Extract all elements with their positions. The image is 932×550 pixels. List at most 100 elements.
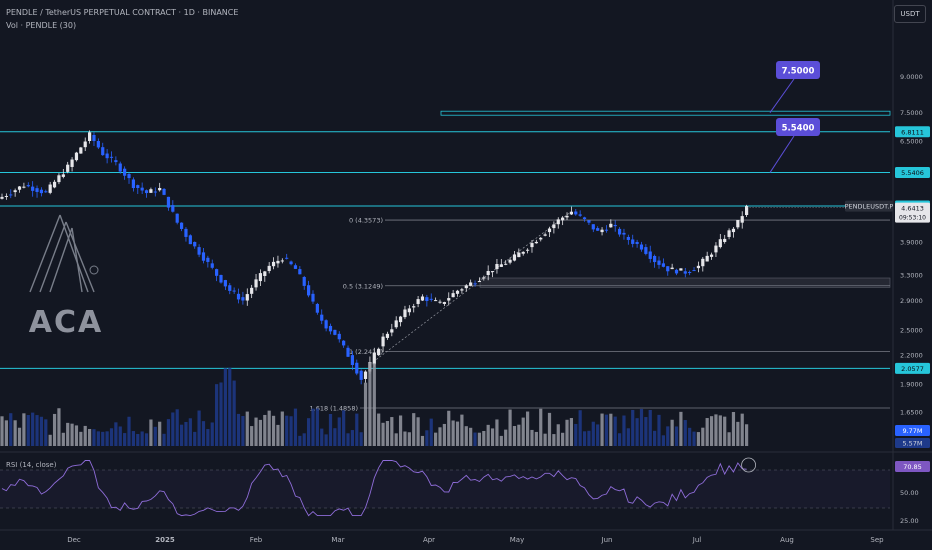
price-callout-box[interactable] <box>776 61 820 79</box>
volume-bar <box>232 380 236 446</box>
chart-title: PENDLE / TetherUS PERPETUAL CONTRACT · 1… <box>6 8 239 17</box>
candle-body <box>736 220 740 228</box>
candle-body <box>166 196 171 208</box>
currency-button[interactable]: USDT <box>894 5 926 23</box>
volume-bar <box>482 430 486 446</box>
volume-bar <box>96 431 100 446</box>
volume-bar <box>118 426 122 446</box>
volume-bar <box>473 432 477 446</box>
volume-bar <box>648 409 652 446</box>
volume-bar <box>561 432 565 446</box>
volume-bar <box>359 432 363 446</box>
candle-body <box>26 185 30 187</box>
candle-body <box>705 255 709 262</box>
candle-body <box>582 217 587 220</box>
candle-body <box>731 228 736 233</box>
volume-bar <box>267 410 271 446</box>
support-zone <box>479 277 891 288</box>
candle-body <box>179 222 184 229</box>
volume-bar <box>425 430 429 446</box>
volume-bar <box>499 435 503 446</box>
candle-body <box>604 229 609 231</box>
candle-body <box>44 191 48 193</box>
candle-body <box>578 214 582 216</box>
volume-bar <box>289 416 293 446</box>
candle-body <box>363 371 368 379</box>
logo-degree-mark <box>89 265 99 275</box>
volume-bar <box>276 424 280 446</box>
current-price-label: 4.6413 <box>901 205 924 213</box>
time-axis-label: Sep <box>870 536 884 544</box>
candle-body <box>596 228 600 231</box>
volume-bar <box>324 434 328 446</box>
candle-body <box>508 259 512 263</box>
candle-body <box>591 224 595 230</box>
candle-body <box>644 247 648 254</box>
rsi-value-badge <box>895 461 930 472</box>
volume-bar <box>661 435 665 446</box>
candle-body <box>407 308 411 313</box>
volume-bar <box>705 418 709 446</box>
candle-body <box>635 241 639 244</box>
candle-body <box>118 163 122 172</box>
candle-body <box>639 244 644 250</box>
candle-body <box>420 296 425 301</box>
rsi-band-fill <box>0 470 890 508</box>
volume-bar <box>92 429 96 446</box>
candle-body <box>455 290 460 294</box>
volume-bar <box>307 418 311 446</box>
volume-bar <box>201 421 206 446</box>
candle-body <box>88 132 92 141</box>
candle-body <box>696 265 701 269</box>
volume-bar <box>188 418 192 446</box>
candle-body <box>473 283 477 285</box>
candle-body <box>499 264 503 267</box>
candle-body <box>263 271 267 276</box>
candle-body <box>136 185 140 189</box>
price-callout-box[interactable] <box>776 118 820 136</box>
volume-bar <box>613 416 617 446</box>
time-axis-label: Apr <box>423 536 435 544</box>
candle-body <box>31 186 35 191</box>
volume-bar <box>302 433 306 446</box>
candle-body <box>258 273 263 282</box>
candle-body <box>61 174 65 177</box>
volume-bar <box>420 435 425 446</box>
candle-body <box>482 277 486 279</box>
volume-bar <box>4 420 8 446</box>
candle-body <box>574 211 578 215</box>
volume-bar <box>162 433 166 446</box>
volume-bar <box>245 411 249 446</box>
candle-body <box>631 239 635 244</box>
candle-body <box>394 320 398 328</box>
volume-bar <box>688 427 692 446</box>
candle-body <box>679 268 683 271</box>
logo-stroke <box>65 221 95 293</box>
volume-bar <box>44 419 48 446</box>
candle-body <box>289 261 293 265</box>
volume-bar <box>543 433 547 446</box>
candle-body <box>66 164 70 172</box>
candle-body <box>526 249 530 251</box>
volume-bar <box>442 423 446 446</box>
candle-body <box>293 265 298 269</box>
volume-bar <box>530 429 534 446</box>
price-axis-label: 2.2000 <box>900 352 923 360</box>
volume-bar <box>140 431 144 446</box>
callout-pointer <box>769 135 795 173</box>
candle-body <box>52 181 57 188</box>
volume-bar <box>381 422 385 446</box>
volume-bar <box>477 432 482 446</box>
candle-body <box>39 189 44 194</box>
level-price-badge-label: 6.8111 <box>901 128 924 136</box>
candle-body <box>381 336 385 347</box>
candle-body <box>57 175 61 183</box>
volume-bar <box>48 434 52 446</box>
volume-bar <box>617 433 622 446</box>
candle-body <box>315 303 319 313</box>
volume-bar <box>639 408 644 446</box>
volume-bar <box>109 428 114 446</box>
volume-bar <box>455 421 460 446</box>
volume-bar <box>346 433 350 446</box>
